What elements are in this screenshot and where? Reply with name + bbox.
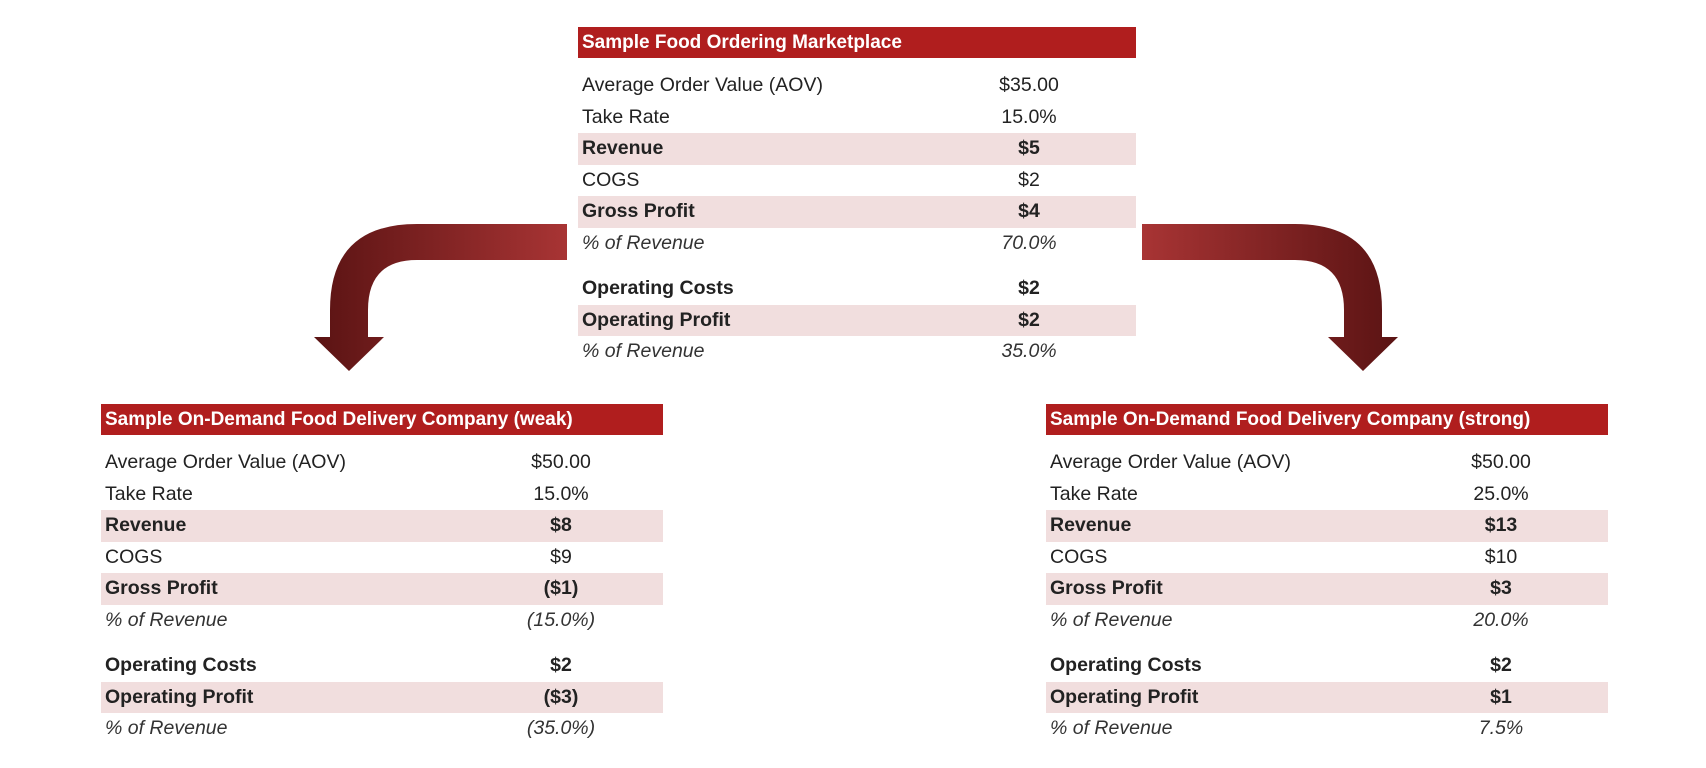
row-value: $50.00	[1471, 451, 1531, 473]
table-row: Gross Profit $3	[1046, 573, 1608, 605]
row-value: $9	[550, 545, 572, 568]
row-label: % of Revenue	[582, 340, 705, 362]
table-row: Operating Costs $2	[1046, 650, 1608, 682]
table-row: COGS $2	[578, 165, 1136, 197]
row-value: (15.0%)	[526, 608, 596, 631]
row-label: Gross Profit	[105, 577, 218, 599]
curved-arrow-right-icon	[1142, 224, 1398, 371]
row-label: Gross Profit	[1050, 577, 1163, 599]
row-label: Revenue	[105, 514, 187, 536]
marketplace-table: Sample Food Ordering Marketplace Average…	[578, 27, 1136, 368]
table-row: Revenue $5	[578, 133, 1136, 165]
row-label: Revenue	[582, 137, 664, 159]
table-row: Revenue $8	[101, 510, 663, 542]
table-row: Take Rate 15.0%	[578, 102, 1136, 134]
table-row: % of Revenue (15.0%)	[101, 605, 663, 637]
row-label: Operating Profit	[582, 308, 731, 331]
row-label: Operating Profit	[105, 685, 254, 708]
table-row: Take Rate 25.0%	[1046, 479, 1608, 511]
curved-arrow-left-icon	[314, 224, 567, 371]
table-row: Revenue $13	[1046, 510, 1608, 542]
row-value: $8	[550, 514, 572, 536]
row-value: 25.0%	[1473, 482, 1529, 505]
table-row: Average Order Value (AOV) $50.00	[101, 447, 663, 479]
row-label: Average Order Value (AOV)	[582, 74, 823, 96]
row-value: $2	[1018, 168, 1040, 191]
table-row: % of Revenue (35.0%)	[101, 713, 663, 745]
table-row: % of Revenue 70.0%	[578, 228, 1136, 260]
row-value: 7.5%	[1478, 717, 1524, 739]
table-row: Operating Profit $2	[578, 304, 1136, 336]
row-value: 70.0%	[1001, 231, 1057, 254]
row-value: ($1)	[543, 577, 579, 599]
row-label: COGS	[1050, 545, 1108, 568]
table-title: Sample On-Demand Food Delivery Company (…	[1046, 404, 1608, 435]
table-row: Operating Profit $1	[1046, 681, 1608, 713]
row-label: Operating Costs	[105, 654, 257, 676]
table-row: % of Revenue 7.5%	[1046, 713, 1608, 745]
row-label: Average Order Value (AOV)	[105, 451, 346, 473]
row-label: Average Order Value (AOV)	[1050, 451, 1291, 473]
row-value: 35.0%	[1001, 340, 1057, 362]
table-row: Gross Profit ($1)	[101, 573, 663, 605]
row-value: 20.0%	[1473, 608, 1529, 631]
row-value: $2	[1018, 277, 1040, 299]
row-value: $3	[1490, 577, 1512, 599]
row-label: Take Rate	[105, 482, 193, 505]
row-label: % of Revenue	[582, 231, 705, 254]
row-value: $1	[1490, 685, 1512, 708]
row-value: $2	[1018, 308, 1040, 331]
row-label: Take Rate	[582, 105, 670, 128]
table-row: % of Revenue 35.0%	[578, 336, 1136, 368]
table-row: Take Rate 15.0%	[101, 479, 663, 511]
row-value: $35.00	[999, 74, 1059, 96]
table-row: COGS $9	[101, 542, 663, 574]
table-title: Sample On-Demand Food Delivery Company (…	[101, 404, 663, 435]
row-value: 15.0%	[533, 482, 589, 505]
row-label: Operating Costs	[1050, 654, 1202, 676]
table-row: Operating Costs $2	[578, 273, 1136, 305]
row-label: Revenue	[1050, 514, 1132, 536]
table-row: Operating Profit ($3)	[101, 681, 663, 713]
row-value: (35.0%)	[526, 717, 596, 739]
row-label: % of Revenue	[105, 608, 228, 631]
row-label: % of Revenue	[1050, 717, 1173, 739]
row-value: ($3)	[543, 685, 579, 708]
row-label: COGS	[582, 168, 640, 191]
row-value: $5	[1018, 137, 1040, 159]
table-row: Average Order Value (AOV) $50.00	[1046, 447, 1608, 479]
row-value: $13	[1484, 514, 1518, 536]
row-value: $10	[1484, 545, 1518, 568]
row-value: $4	[1018, 200, 1040, 222]
row-label: Gross Profit	[582, 200, 695, 222]
row-label: % of Revenue	[1050, 608, 1173, 631]
row-label: Operating Profit	[1050, 685, 1199, 708]
row-label: COGS	[105, 545, 163, 568]
row-value: 15.0%	[1001, 105, 1057, 128]
row-value: $2	[550, 654, 572, 676]
table-row: % of Revenue 20.0%	[1046, 605, 1608, 637]
row-label: Operating Costs	[582, 277, 734, 299]
table-row: Operating Costs $2	[101, 650, 663, 682]
table-row: Average Order Value (AOV) $35.00	[578, 70, 1136, 102]
row-value: $2	[1490, 654, 1512, 676]
weak-delivery-table: Sample On-Demand Food Delivery Company (…	[101, 404, 663, 745]
strong-delivery-table: Sample On-Demand Food Delivery Company (…	[1046, 404, 1608, 745]
table-title: Sample Food Ordering Marketplace	[578, 27, 1136, 58]
table-row: Gross Profit $4	[578, 196, 1136, 228]
row-label: Take Rate	[1050, 482, 1138, 505]
table-row: COGS $10	[1046, 542, 1608, 574]
row-value: $50.00	[531, 451, 591, 473]
row-label: % of Revenue	[105, 717, 228, 739]
